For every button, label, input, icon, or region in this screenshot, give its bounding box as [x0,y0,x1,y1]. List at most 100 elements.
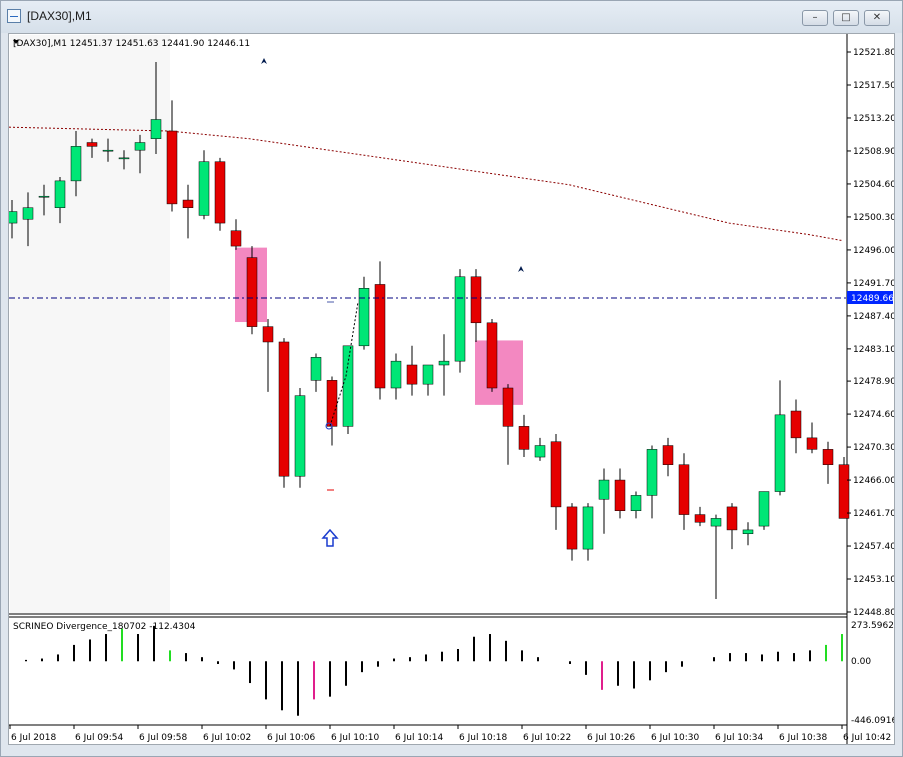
candle-body [550,441,562,508]
indicator-axis-min: -446.0916 [851,716,894,726]
candle-body [838,464,850,519]
candle-body [630,495,642,511]
candle-body [822,449,834,465]
title-bar[interactable]: [DAX30],M1 – □ ✕ [1,1,902,33]
price-tick-label: 12483.10 [853,345,894,355]
close-button[interactable]: ✕ [864,10,890,26]
candle-body [518,426,530,450]
time-tick-label: 6 Jul 10:30 [651,733,700,743]
chart-window-icon [7,9,21,23]
price-tick-label: 12470.30 [853,443,894,453]
candle-body [150,119,162,139]
candle-body [582,506,594,550]
candle-body [86,142,98,147]
fractal-arrow-icon-2 [518,266,524,272]
candle-body [102,149,114,152]
candle-body [774,414,786,492]
candle-body [694,514,706,523]
pattern-zone [475,340,523,405]
price-tick-label: 12517.50 [853,81,894,91]
indicator-label: SCRINEO Divergence_180702 -112.4304 [13,622,196,632]
current-price-badge [847,291,893,304]
price-tick-label: 12496.00 [853,246,894,256]
price-tick-label: 12466.00 [853,476,894,486]
candle-body [38,195,50,198]
candle-body [198,161,210,216]
candle-body [454,276,466,362]
candle-body [342,345,354,427]
candle-body [486,322,498,389]
time-tick-label: 6 Jul 09:58 [139,733,188,743]
candle-body [438,360,450,366]
buy-arrow-icon [321,528,339,547]
candle-body [54,180,66,208]
candle-body [726,506,738,531]
candle-body [502,387,514,427]
chart-area[interactable]: 12521.80 12517.50 12513.20 12508.90 12504.60… [8,33,895,745]
chart-canvas[interactable]: 12521.80 12517.50 12513.20 12508.90 12504.60… [9,34,894,744]
time-tick-label: 6 Jul 2018 [11,733,56,743]
chart-header: [DAX30],M1 12451.37 12451.63 12441.90 12… [13,39,250,49]
price-tick-label: 12491.70 [853,279,894,289]
time-tick-label: 6 Jul 10:06 [267,733,316,743]
candle-body [662,445,674,465]
candle-body [9,211,18,224]
time-tick-label: 6 Jul 10:10 [331,733,380,743]
minimize-button[interactable]: – [802,10,828,26]
price-tick-label: 12504.60 [853,180,894,190]
candle-body [214,161,226,224]
candle-body [390,360,402,389]
candle-body [470,276,482,324]
candle-body [406,364,418,385]
candle-body [374,284,386,389]
candle-body [166,130,178,205]
candle-body [358,288,370,347]
candle-body [566,506,578,550]
candle-body [422,364,434,385]
candle-body [758,491,770,527]
price-tick-label: 12500.30 [853,213,894,223]
price-tick-label: 12474.60 [853,410,894,420]
price-tick-label: 12521.80 [853,48,894,58]
time-tick-label: 6 Jul 10:34 [715,733,764,743]
candle-body [742,529,754,535]
time-tick-label: 6 Jul 10:42 [843,733,891,743]
candle-body [70,146,82,182]
price-tick-label: 12461.70 [853,509,894,519]
candle-body [246,257,258,327]
candle-body [310,357,322,381]
candle-body [614,479,626,511]
candle-body [230,230,242,247]
time-tick-label: 6 Jul 09:54 [75,733,124,743]
price-tick-label: 12457.40 [853,542,894,552]
divergence-trendline [329,301,359,427]
price-tick-label: 12508.90 [853,147,894,157]
moving-average-line [9,126,844,242]
time-tick-label: 6 Jul 10:38 [779,733,828,743]
price-tick-label: 12513.20 [853,114,894,124]
candle-body [262,326,274,343]
price-tick-label: 12487.40 [853,312,894,322]
candle-body [598,479,610,500]
candle-body [710,518,722,527]
current-price-label: 12489.66 [851,294,894,304]
time-tick-label: 6 Jul 10:18 [459,733,508,743]
time-tick-label: 6 Jul 10:14 [395,733,444,743]
candle-body [278,341,290,477]
time-tick-label: 6 Jul 10:26 [587,733,636,743]
maximize-button[interactable]: □ [833,10,859,26]
candle-body [326,380,338,427]
candle-body [294,395,306,477]
price-tick-label: 12478.90 [853,377,894,387]
candle-body [678,464,690,515]
session-highlight [10,35,170,613]
indicator-axis-max: 273.5962 [851,621,894,631]
time-tick-label: 6 Jul 10:02 [203,733,251,743]
candle-body [182,199,194,208]
header-dropdown-icon[interactable] [13,40,19,44]
fractal-arrow-icon [261,58,267,64]
price-tick-label: 12448.80 [853,608,894,618]
indicator-axis-zero: 0.00 [851,657,871,667]
candle-body [22,207,34,220]
time-tick-label: 6 Jul 10:22 [523,733,571,743]
